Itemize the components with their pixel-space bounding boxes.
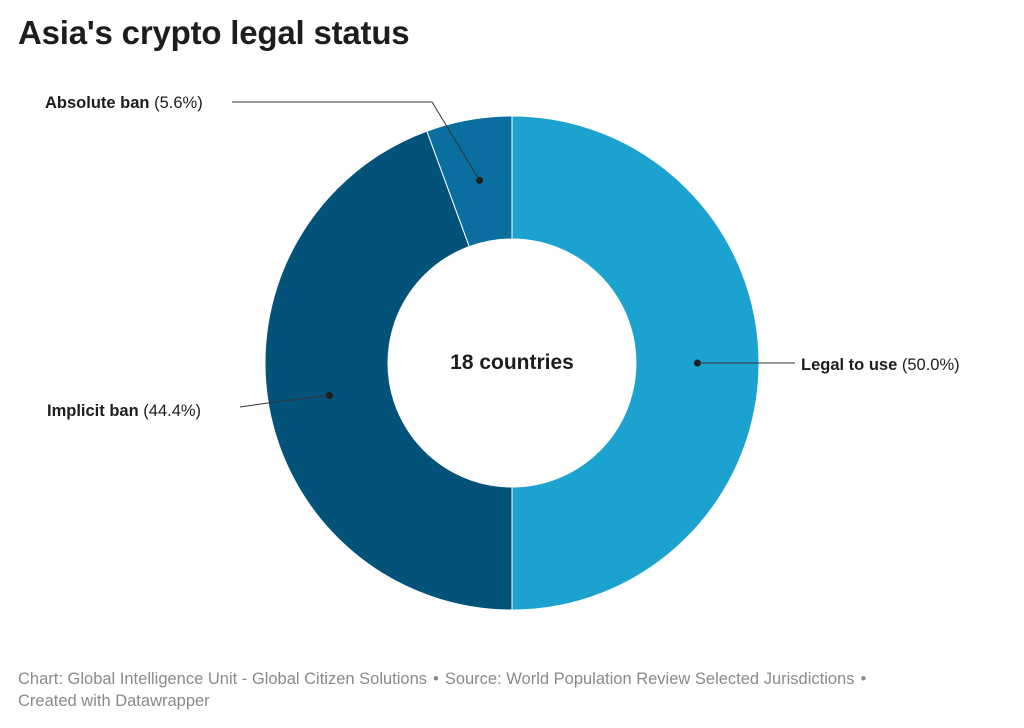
slice-absolute-ban (426, 115, 513, 248)
donut-slices (264, 115, 760, 611)
label-legal-to-use-value: (50.0%) (902, 356, 960, 374)
label-implicit-ban: Implicit ban (44.4%) (47, 402, 201, 420)
label-legal-to-use: Legal to use (50.0%) (801, 356, 960, 374)
chart-title: Asia's crypto legal status (18, 14, 410, 51)
leader-line-implicit-ban (239, 394, 330, 408)
footer-separator-2: • (860, 670, 867, 688)
center-label: 18 countries (450, 351, 574, 374)
label-absolute-ban-value: (5.6%) (154, 94, 203, 112)
slice-legal-to-use (511, 115, 760, 611)
slice-implicit-ban (264, 130, 513, 611)
label-legal-to-use-name: Legal to use (801, 356, 897, 374)
label-implicit-ban-name: Implicit ban (47, 402, 139, 420)
chart-footer: Chart: Global Intelligence Unit - Global… (18, 668, 998, 712)
label-implicit-ban-value: (44.4%) (143, 402, 201, 420)
footer-chart-credit: Chart: Global Intelligence Unit - Global… (18, 670, 428, 688)
label-absolute-ban: Absolute ban (5.6%) (45, 94, 203, 112)
label-absolute-ban-name: Absolute ban (45, 94, 150, 112)
donut-chart: 18 countries Legal to use (50.0%) Implic… (45, 94, 960, 611)
footer-created-with: Created with Datawrapper (18, 692, 210, 710)
footer-source: Source: World Population Review Selected… (444, 670, 855, 688)
footer-separator-1: • (433, 670, 439, 688)
leader-lines (232, 101, 795, 408)
leader-line-absolute-ban (232, 101, 480, 181)
